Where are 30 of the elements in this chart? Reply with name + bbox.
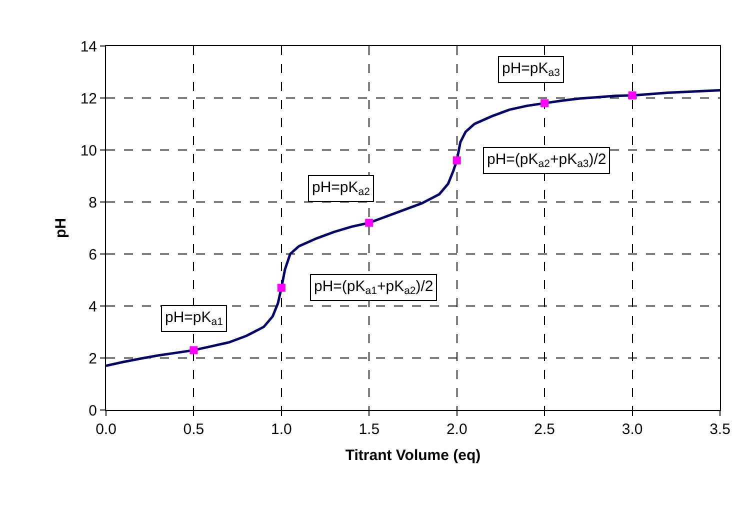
point [190, 346, 198, 354]
x-tick-label: 1.5 [358, 421, 380, 438]
x-tick-label: 3.0 [622, 421, 643, 438]
y-tick-label: 14 [80, 38, 97, 56]
x-tick-label: 0.5 [183, 421, 204, 438]
x-tick-label: 0.0 [96, 421, 116, 438]
y-tick-label: 12 [80, 90, 97, 108]
annotation: pH=pK$_{a3}$ [502, 60, 560, 80]
point [540, 99, 549, 108]
y-tick-label: 0 [88, 402, 97, 420]
y-tick-label: 10 [80, 142, 97, 160]
y-tick-label: 6 [88, 246, 97, 264]
annotation: pH=pK$_{a1}$ [165, 309, 224, 328]
annotation: pH=(pK$_{a2}$+pK$_{a3}$)/2 [487, 151, 606, 170]
y-axis-title: pH [52, 218, 70, 238]
x-tick-label: 1.0 [271, 421, 292, 438]
line-series [106, 88, 720, 368]
x-tick-label: 2.0 [446, 421, 468, 438]
y-tick-label: 4 [88, 298, 97, 316]
x-tick-label: 3.5 [710, 421, 730, 438]
y-tick-label: 2 [88, 350, 97, 368]
point [365, 218, 374, 227]
annotation: pH=(pK$_{a1}$+pK$_{a2}$)/2 [314, 278, 434, 298]
annotation: pH=pK$_{a2}$ [312, 179, 370, 198]
y-tick-label: 8 [88, 194, 97, 212]
point [277, 284, 286, 292]
point [452, 156, 461, 164]
point [628, 91, 636, 100]
x-axis-title: Titrant Volume (eq) [345, 447, 481, 464]
x-tick-label: 2.5 [534, 421, 555, 438]
